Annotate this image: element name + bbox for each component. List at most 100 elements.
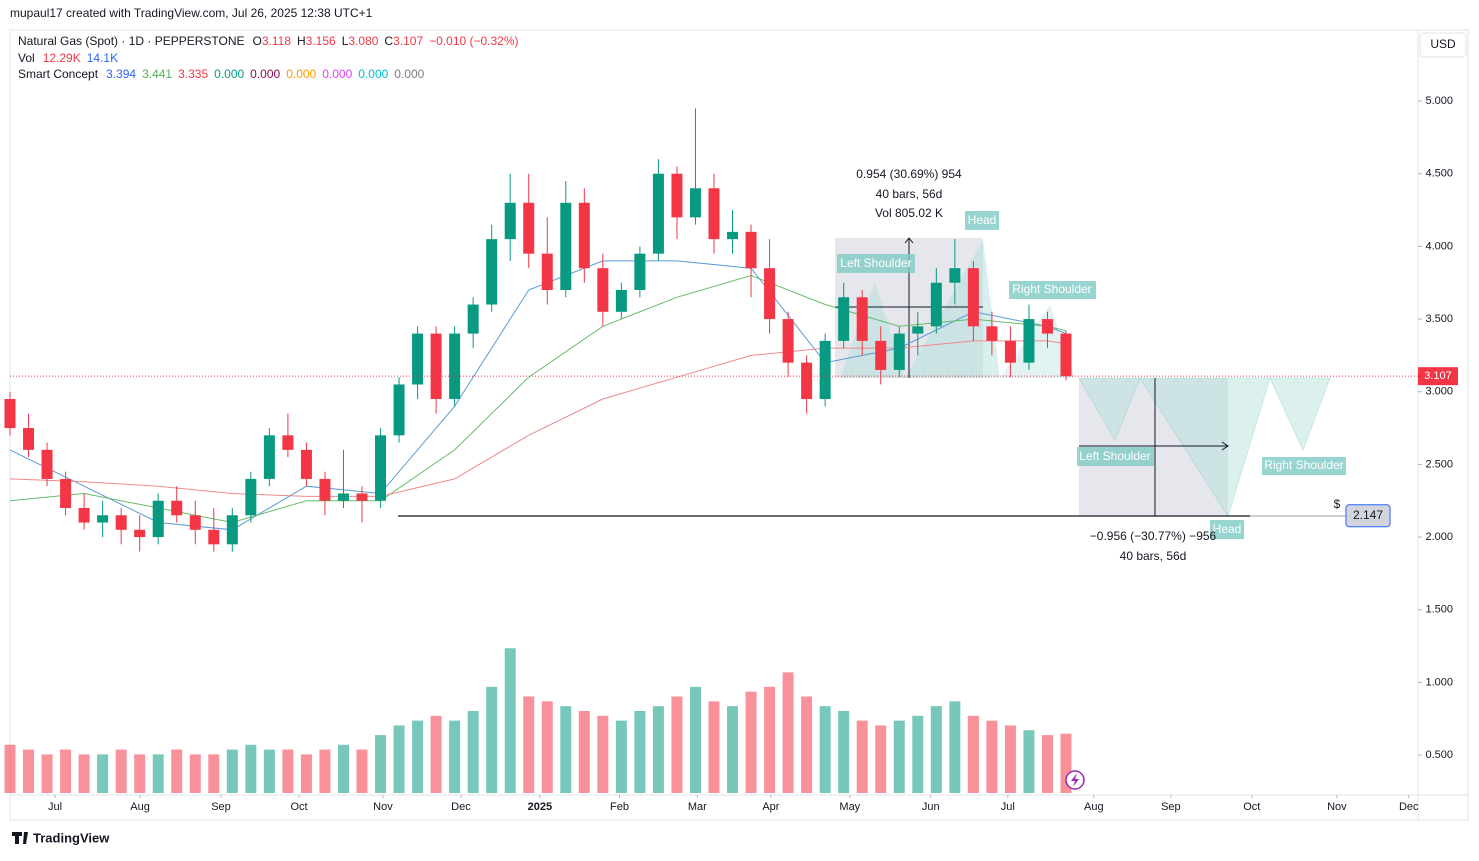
measure-text: 40 bars, 56d <box>876 187 943 201</box>
volume-bar <box>226 749 238 793</box>
candle-body <box>115 515 127 530</box>
volume-bar <box>912 715 924 793</box>
logo <box>12 832 28 844</box>
volume-bar <box>78 754 90 793</box>
candle-body <box>764 268 776 320</box>
volume-bar <box>449 720 461 793</box>
measure-text: 0.954 (30.69%) 954 <box>856 167 962 181</box>
volume-bar <box>189 754 201 793</box>
candle-body <box>41 449 53 479</box>
last-price-label: 3.107 <box>1424 370 1452 382</box>
candle-body <box>634 253 646 291</box>
volume-bar <box>97 754 109 793</box>
target-symbol: $ <box>1334 497 1341 511</box>
x-tick-label: Aug <box>1084 801 1104 813</box>
volume-bar <box>708 701 720 793</box>
volume-bar <box>745 691 757 793</box>
volume-bar <box>764 686 776 793</box>
candle-body <box>652 173 664 254</box>
volume-bar <box>597 715 609 793</box>
candle-body <box>930 282 942 327</box>
y-tick-label: 4.000 <box>1425 240 1453 252</box>
legend-text: Smart Concept <box>18 67 99 81</box>
candle-body <box>689 188 701 218</box>
candle-body <box>671 173 683 218</box>
candle-body <box>245 478 257 516</box>
y-tick-label: 2.500 <box>1425 458 1453 470</box>
measure-text: −0.956 (−30.77%) −956 <box>1090 529 1217 543</box>
x-tick-label: Oct <box>1243 801 1260 813</box>
projected-shape <box>1078 377 1141 442</box>
pattern-label: Right Shoulder <box>1012 282 1091 296</box>
y-tick-label: 1.500 <box>1425 604 1453 616</box>
volume-bar <box>819 706 831 793</box>
legend-text: 0.000 <box>250 67 280 81</box>
candle-body <box>541 253 553 291</box>
alert-bolt[interactable] <box>1071 773 1079 787</box>
volume-bar <box>893 720 905 793</box>
volume-bar <box>60 749 72 793</box>
candle-body <box>171 500 183 516</box>
volume-bar <box>560 706 572 793</box>
volume-bar <box>930 706 942 793</box>
x-tick-label: Sep <box>211 801 231 813</box>
x-tick-label: Oct <box>290 801 307 813</box>
candle-body <box>912 326 924 334</box>
x-tick-label: 2025 <box>528 801 552 813</box>
candle-body <box>486 239 498 305</box>
pattern-label: Left Shoulder <box>1079 449 1150 463</box>
candle-body <box>356 493 368 501</box>
volume-bar <box>1023 730 1035 793</box>
pattern-label: Head <box>968 213 997 227</box>
legend-text: H <box>297 34 306 48</box>
candle-body <box>801 362 813 400</box>
volume-bar <box>838 710 850 793</box>
arrow-head <box>904 237 914 244</box>
label-box <box>1009 281 1096 299</box>
measure-text: Vol 805.02 K <box>875 206 943 220</box>
volume-bar <box>504 648 516 793</box>
footer: TradingView <box>33 830 110 845</box>
legend-text: −0.010 (−0.32%) <box>429 34 518 48</box>
legend-text: 0.000 <box>358 67 388 81</box>
candle-body <box>4 399 16 429</box>
volume-bar <box>986 720 998 793</box>
volume-bar <box>337 744 349 793</box>
legend-text: O <box>253 34 262 48</box>
y-tick-label: 0.500 <box>1425 749 1453 761</box>
legend-text: 3.107 <box>393 34 423 48</box>
currency[interactable]: USD <box>1430 37 1456 51</box>
volume-bar <box>578 710 590 793</box>
volume-bar <box>652 706 664 793</box>
volume-bar <box>801 696 813 793</box>
legend-text: 0.000 <box>286 67 316 81</box>
volume-bar <box>430 715 442 793</box>
volume-bar <box>41 754 53 793</box>
x-tick-label: May <box>839 801 860 813</box>
x-tick-label: Jul <box>1001 801 1015 813</box>
volume-bar <box>1004 725 1016 793</box>
volume-bar <box>300 754 312 793</box>
candle-body <box>949 268 961 283</box>
legend-text: 0.000 <box>322 67 352 81</box>
volume-bar <box>152 754 164 793</box>
pattern-shape <box>1000 305 1075 378</box>
candle-body <box>560 202 572 291</box>
candle-body <box>1060 333 1072 377</box>
candle-body <box>208 529 220 545</box>
legend-text: 3.394 <box>106 67 136 81</box>
volume-bar <box>967 715 979 793</box>
volume-bar <box>782 672 794 793</box>
candle-body <box>782 319 794 363</box>
volume-bar <box>634 710 646 793</box>
last-price-box <box>1418 367 1458 386</box>
volume-bar <box>375 735 387 793</box>
label-box <box>1210 520 1244 539</box>
candle-body <box>893 333 905 370</box>
label-box <box>837 254 915 273</box>
currency-button[interactable] <box>1419 32 1467 58</box>
y-tick-label: 1.000 <box>1425 676 1453 688</box>
x-tick-label: Mar <box>688 801 707 813</box>
volume-bar <box>393 725 405 793</box>
volume-bar <box>949 701 961 793</box>
